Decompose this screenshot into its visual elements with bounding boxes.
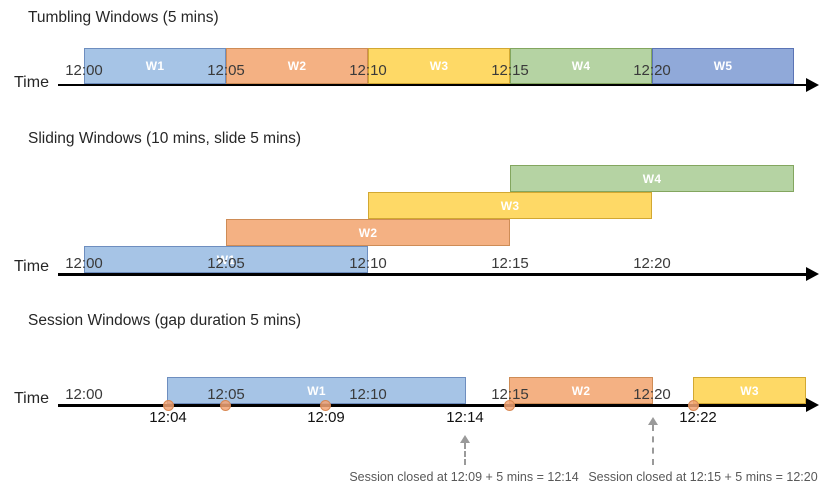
event-dot xyxy=(503,399,515,411)
time-tick: 12:10 xyxy=(349,62,387,79)
window-w1: W1 xyxy=(84,246,368,273)
time-tick: 12:05 xyxy=(207,255,245,272)
event-time-label: 12:22 xyxy=(679,409,717,426)
window-w2: W2 xyxy=(226,48,368,84)
time-tick: 12:10 xyxy=(349,386,387,403)
time-tick: 12:00 xyxy=(65,255,103,272)
arrowhead-up-icon xyxy=(460,435,470,443)
window-w3: W3 xyxy=(368,48,510,84)
tumbling-title: Tumbling Windows (5 mins) xyxy=(28,9,219,26)
time-tick: 12:20 xyxy=(633,62,671,79)
window-label: W3 xyxy=(500,198,520,213)
window-label: W4 xyxy=(642,171,662,186)
window-label: W2 xyxy=(287,59,307,73)
window-w3: W3 xyxy=(368,192,652,219)
event-dot xyxy=(687,399,699,411)
event-dot xyxy=(219,399,231,411)
arrowhead-right-icon xyxy=(806,398,819,412)
window-label: W1 xyxy=(145,59,165,73)
window-label: W4 xyxy=(571,59,591,73)
arrowhead-right-icon xyxy=(806,78,819,92)
window-w1: W1 xyxy=(84,48,226,84)
event-time-label: 12:14 xyxy=(446,409,484,426)
time-tick: 12:20 xyxy=(633,386,671,403)
window-w4: W4 xyxy=(510,165,794,192)
event-time-label: 12:09 xyxy=(307,409,345,426)
arrowhead-right-icon xyxy=(806,267,819,281)
session-title: Session Windows (gap duration 5 mins) xyxy=(28,312,302,329)
window-w2: W2 xyxy=(509,377,653,404)
window-label: W2 xyxy=(358,225,378,240)
time-tick: 12:00 xyxy=(65,386,103,403)
window-w5: W5 xyxy=(652,48,794,84)
window-w4: W4 xyxy=(510,48,652,84)
dashed-annotation-line xyxy=(652,425,654,465)
window-label: W3 xyxy=(429,59,449,73)
window-w2: W2 xyxy=(226,219,510,246)
time-tick: 12:10 xyxy=(349,255,387,272)
window-w3: W3 xyxy=(693,377,806,404)
timeline xyxy=(58,404,806,407)
window-label: W1 xyxy=(216,252,236,267)
arrowhead-up-icon xyxy=(648,417,658,425)
time-axis-label: Time xyxy=(14,74,49,91)
event-time-label: 12:04 xyxy=(149,409,187,426)
window-label: W2 xyxy=(571,383,591,398)
window-w1: W1 xyxy=(167,377,466,404)
event-dot xyxy=(319,399,331,411)
time-tick: 12:15 xyxy=(491,255,529,272)
time-tick: 12:05 xyxy=(207,386,245,403)
time-tick: 12:20 xyxy=(633,255,671,272)
time-axis-label: Time xyxy=(14,390,49,407)
time-axis-label: Time xyxy=(14,258,49,275)
time-tick: 12:00 xyxy=(65,62,103,79)
time-tick: 12:15 xyxy=(491,386,529,403)
time-tick: 12:15 xyxy=(491,62,529,79)
window-label: W3 xyxy=(740,383,759,398)
window-label: W1 xyxy=(307,383,326,398)
window-label: W5 xyxy=(713,59,733,73)
session-closed-annotation: Session closed at 12:15 + 5 mins = 12:20 xyxy=(588,470,818,484)
time-tick: 12:05 xyxy=(207,62,245,79)
dashed-annotation-line xyxy=(464,443,466,465)
session-closed-annotation: Session closed at 12:09 + 5 mins = 12:14 xyxy=(349,470,579,484)
timeline xyxy=(58,273,806,276)
event-dot xyxy=(162,399,174,411)
sliding-title: Sliding Windows (10 mins, slide 5 mins) xyxy=(28,130,302,147)
timeline xyxy=(58,84,806,86)
